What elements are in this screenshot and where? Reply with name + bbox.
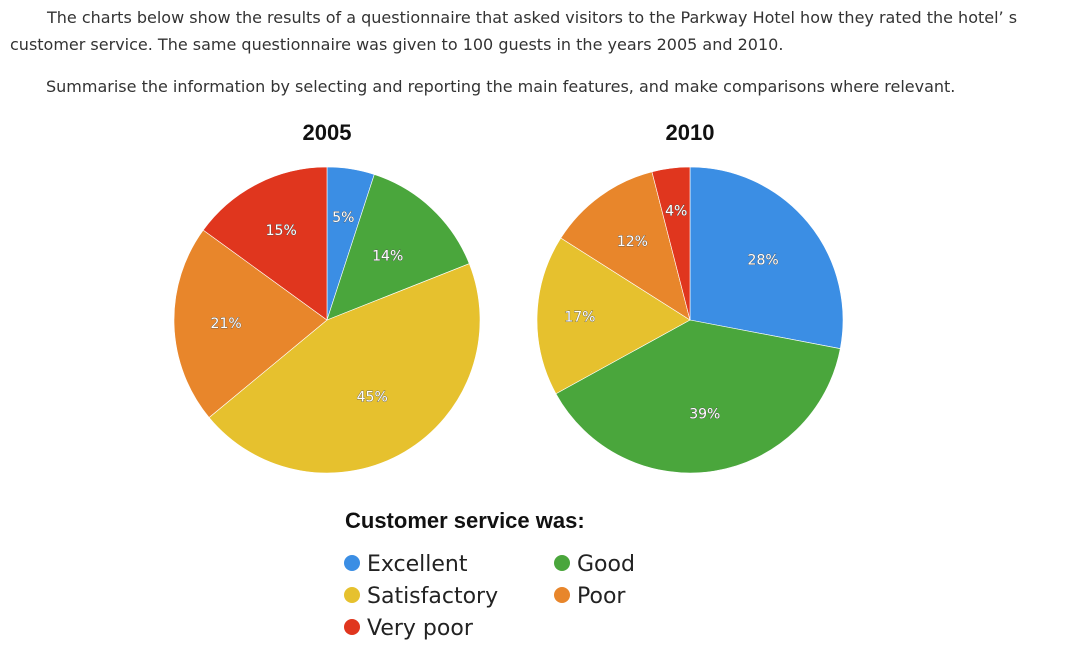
pie-chart-2005: 2005 5% 14% 45% 21% 15% <box>173 120 481 474</box>
slice-label-poor: 21% <box>211 316 242 332</box>
pie-slice-very-poor <box>651 166 691 321</box>
pie-slice-satisfactory <box>536 237 691 395</box>
legend-label-excellent: Excellent <box>367 552 468 577</box>
legend-item-poor: Poor <box>554 584 626 609</box>
pie-chart-2010: 2010 28% 39% 17% 12% 4% <box>536 120 844 474</box>
pie-slice-poor <box>173 229 328 418</box>
legend-swatch-satisfactory <box>344 587 360 603</box>
legend-item-very-poor: Very poor <box>344 616 474 641</box>
slice-label-good: 14% <box>372 248 403 264</box>
pie-slice-very-poor <box>202 166 328 321</box>
pie-slice-good <box>326 174 470 321</box>
slice-label-satisfactory: 17% <box>564 310 595 326</box>
slice-label-very-poor: 4% <box>665 204 687 220</box>
legend-item-good: Good <box>554 552 635 577</box>
legend-item-satisfactory: Satisfactory <box>344 584 498 609</box>
legend-label-good: Good <box>577 552 635 577</box>
intro-paragraph: The charts below show the results of a q… <box>10 8 1018 54</box>
legend-title: Customer service was: <box>345 508 585 533</box>
legend-label-very-poor: Very poor <box>367 616 474 641</box>
legend: Customer service was: Excellent Good Satisf… <box>344 508 635 641</box>
chart-title: 2010 <box>666 120 715 145</box>
slice-label-excellent: 5% <box>332 210 354 226</box>
legend-label-poor: Poor <box>577 584 626 609</box>
legend-swatch-good <box>554 555 570 571</box>
pie-slice-satisfactory <box>208 263 481 474</box>
legend-swatch-very-poor <box>344 619 360 635</box>
slice-label-poor: 12% <box>617 234 648 250</box>
legend-item-excellent: Excellent <box>344 552 468 577</box>
chart-title: 2005 <box>303 120 352 145</box>
slice-label-good: 39% <box>689 407 720 423</box>
slice-label-excellent: 28% <box>748 253 779 269</box>
slice-label-very-poor: 15% <box>266 223 297 239</box>
pie-slice-excellent <box>689 166 844 350</box>
pie-slice-good <box>555 319 841 474</box>
legend-swatch-excellent <box>344 555 360 571</box>
pie-slice-poor <box>560 171 691 321</box>
task-instruction: Summarise the information by selecting a… <box>46 77 956 96</box>
slice-label-satisfactory: 45% <box>357 389 388 405</box>
legend-swatch-poor <box>554 587 570 603</box>
legend-label-satisfactory: Satisfactory <box>367 584 498 609</box>
